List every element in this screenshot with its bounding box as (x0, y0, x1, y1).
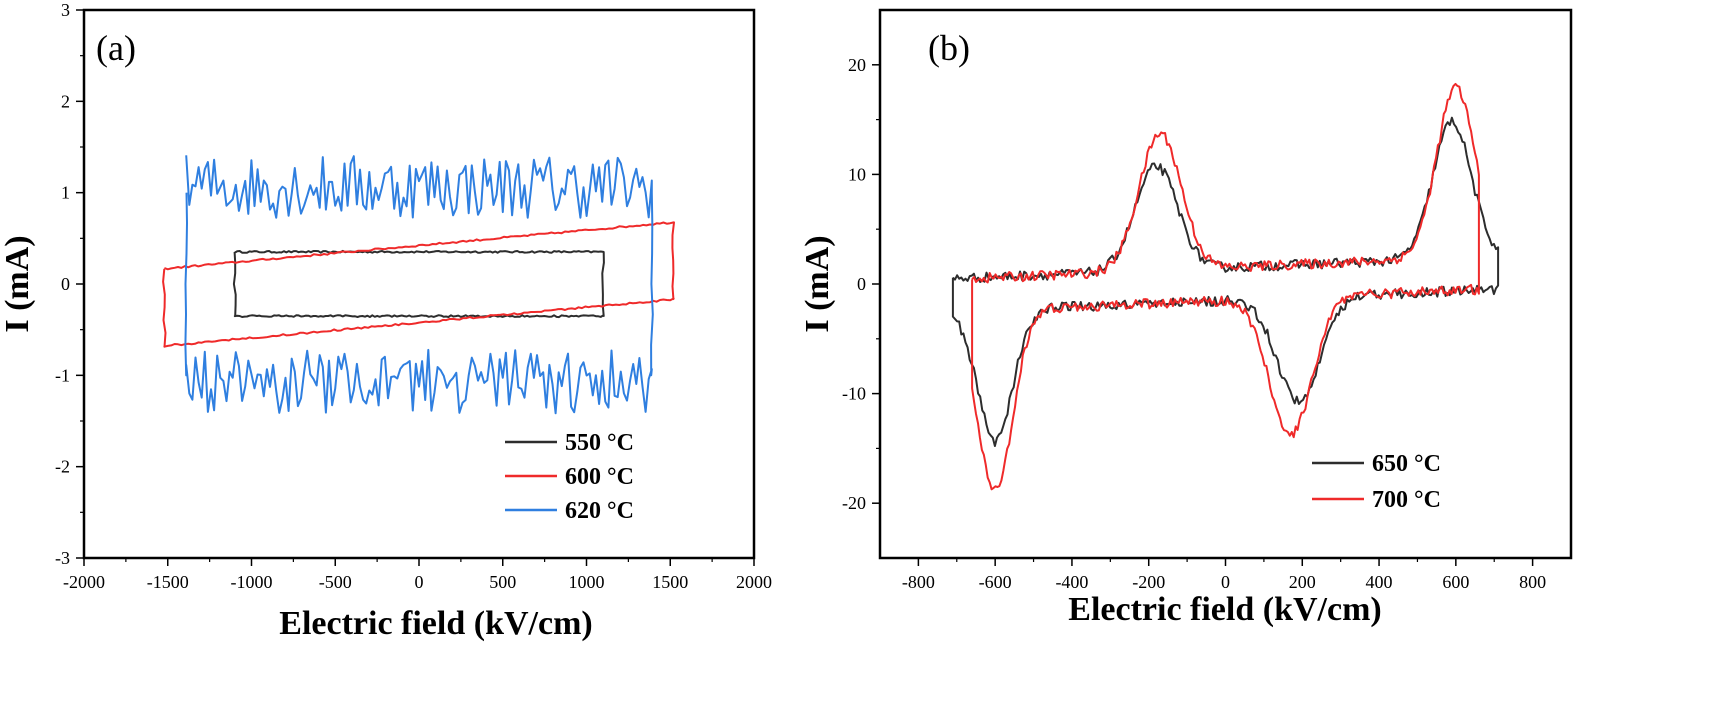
legend-label: 650 °C (1372, 451, 1441, 477)
x-tick-label: 1000 (569, 572, 605, 592)
x-tick-label: 800 (1519, 572, 1546, 592)
x-tick-label: 0 (1221, 572, 1230, 592)
panel-b: -800 -600 -400 -200 0 200 400 600 800 -20 -10 0 10 20… (799, 8, 1573, 628)
x-tick-label: -1000 (231, 572, 273, 592)
x-tick-label: -2000 (63, 572, 105, 592)
panel-a: -2000 -1500 -1000 -500 0 500 1000 1500 2000 -3 -2 -… (0, 0, 772, 642)
y-tick-label: -1 (55, 365, 70, 385)
x-tick-label: 200 (1289, 572, 1316, 592)
y-axis-title-b: I (mA) (799, 235, 836, 332)
x-tick-label: -200 (1132, 572, 1165, 592)
x-tick-label: 2000 (736, 572, 772, 592)
x-tick-label: -400 (1055, 572, 1088, 592)
x-tick-label: -500 (319, 572, 352, 592)
y-tick-label: -10 (842, 384, 866, 404)
y-tick-label: -20 (842, 493, 866, 513)
y-tick-label: 0 (61, 274, 70, 294)
legend-label: 700 °C (1372, 487, 1441, 513)
y-tick-label: 3 (61, 0, 70, 20)
legend-label: 620 °C (565, 498, 634, 524)
series-line-600C (162, 221, 675, 348)
legend-label: 550 °C (565, 430, 634, 456)
series-b (951, 82, 1500, 491)
y-tick-label: 10 (848, 164, 866, 184)
series-line-550C (232, 249, 605, 319)
series-a (162, 155, 675, 415)
x-tick-label: 0 (415, 572, 424, 592)
x-tick-label: -1500 (147, 572, 189, 592)
x-tick-label: -800 (902, 572, 935, 592)
y-tick-label: -2 (55, 457, 70, 477)
y-tick-label: 2 (61, 91, 70, 111)
x-tick-label: 1500 (652, 572, 688, 592)
y-tick-label: 0 (857, 274, 866, 294)
series-line-700C (971, 82, 1480, 491)
y-tick-label: 1 (61, 183, 70, 203)
y-tick-label: 20 (848, 55, 866, 75)
y-axis-title-a: I (mA) (0, 235, 36, 332)
x-tick-label: -600 (979, 572, 1012, 592)
x-axis-title-a: Electric field (kV/cm) (279, 605, 592, 642)
x-tick-label: 500 (489, 572, 516, 592)
tick-marks-a: -2000 -1500 -1000 -500 0 500 1000 1500 2000 -3 -2 -… (55, 0, 772, 592)
y-tick-label: -3 (55, 548, 70, 568)
legend-label: 600 °C (565, 464, 634, 490)
series-line-620C (184, 155, 654, 415)
x-axis-title-b: Electric field (kV/cm) (1068, 591, 1381, 628)
legend-a: 550 °C 600 °C 620 °C (505, 430, 634, 524)
x-tick-label: 600 (1442, 572, 1469, 592)
x-tick-label: 400 (1366, 572, 1393, 592)
legend-b: 650 °C 700 °C (1312, 451, 1441, 513)
panel-label-a: (a) (96, 28, 136, 68)
tick-marks-b: -800 -600 -400 -200 0 200 400 600 800 -20 -10 0 10 20 (842, 55, 1546, 592)
series-line-650C (951, 116, 1500, 447)
plot-frame-b (878, 8, 1573, 560)
panel-label-b: (b) (928, 28, 970, 68)
